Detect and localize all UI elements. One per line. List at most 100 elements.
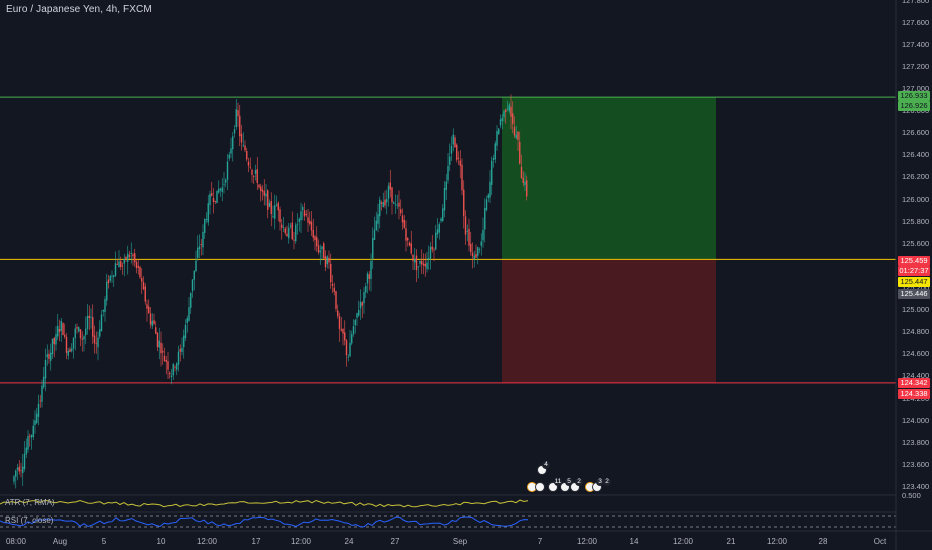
candle-body xyxy=(244,145,246,151)
candle-body xyxy=(163,355,166,361)
candle-body xyxy=(260,186,262,192)
candle-body xyxy=(302,207,304,211)
candle-body xyxy=(253,175,255,177)
candle-body xyxy=(300,211,302,221)
rsi-line xyxy=(0,516,529,528)
candle-body xyxy=(39,400,41,402)
candle-body xyxy=(405,228,407,241)
candle-body xyxy=(515,134,517,139)
time-tick-label: 12:00 xyxy=(672,537,694,546)
candle-body xyxy=(403,219,405,228)
candle-body xyxy=(90,316,92,318)
candle-body xyxy=(239,115,241,137)
candle-body xyxy=(267,190,269,210)
candle-body xyxy=(225,179,227,183)
candle-body xyxy=(144,286,146,302)
candle-body xyxy=(27,436,29,450)
candle-body xyxy=(214,200,216,202)
candle-body xyxy=(482,229,484,241)
stop-badge: 124.342 xyxy=(898,378,930,388)
candle-body xyxy=(389,182,391,190)
price-tick-label: 126.600 xyxy=(902,128,930,138)
price-tick-label: 127.800 xyxy=(902,0,930,5)
candle-body xyxy=(88,315,90,319)
candle-body xyxy=(333,287,335,292)
candle-body xyxy=(499,119,502,126)
time-tick-label: 12:00 xyxy=(290,537,312,546)
candle-body xyxy=(317,245,320,253)
rsi-label[interactable]: RSI (7, close) xyxy=(5,516,54,525)
candle-body xyxy=(510,106,512,117)
candle-body xyxy=(81,338,83,340)
candle-body xyxy=(478,248,481,250)
candle-body xyxy=(218,188,220,193)
loss-zone[interactable] xyxy=(502,259,716,383)
candle-body xyxy=(167,361,169,370)
candle-body xyxy=(275,204,278,206)
candle-body xyxy=(71,348,73,352)
candle-body xyxy=(34,420,36,426)
candle-body xyxy=(505,109,507,112)
candle-body xyxy=(16,467,19,470)
candle-body xyxy=(181,347,183,352)
event-flag-icon[interactable] xyxy=(548,482,558,492)
candle-body xyxy=(401,215,404,223)
candle-body xyxy=(366,273,369,284)
candle-body xyxy=(281,224,283,228)
candle-body xyxy=(65,336,68,353)
gray-price-badge: 125.446 xyxy=(898,289,930,299)
event-flag-icon[interactable] xyxy=(535,482,545,492)
candle-body xyxy=(445,181,447,190)
candle-body xyxy=(452,134,454,145)
candle-body xyxy=(484,207,486,230)
candle-body xyxy=(18,466,20,472)
candle-body xyxy=(438,224,440,233)
candle-body xyxy=(387,185,390,199)
time-tick-label: 12:00 xyxy=(766,537,788,546)
candle-body xyxy=(361,302,363,306)
candle-body xyxy=(107,279,110,284)
candle-body xyxy=(296,223,299,225)
candle-body xyxy=(41,385,43,402)
candle-body xyxy=(492,158,495,161)
profit-zone[interactable] xyxy=(502,97,716,260)
candle-body xyxy=(53,338,55,345)
candle-body xyxy=(172,364,174,376)
candle-body xyxy=(37,403,40,417)
candle-body xyxy=(380,202,383,204)
candle-body xyxy=(216,190,218,204)
candle-body xyxy=(461,164,463,191)
candle-body xyxy=(429,246,432,259)
time-tick-label: 7 xyxy=(537,537,543,546)
symbol-title[interactable]: Euro / Japanese Yen, 4h, FXCM xyxy=(6,4,152,15)
candle-body xyxy=(219,188,222,191)
candle-body xyxy=(123,258,125,264)
candle-body xyxy=(114,263,117,276)
atr-label[interactable]: ATR (7, RMA) xyxy=(5,498,55,507)
candle-body xyxy=(79,329,82,339)
candle-body xyxy=(104,299,106,312)
candle-body xyxy=(197,247,199,258)
price-tick-label: 127.000 xyxy=(902,84,930,93)
time-tick-label: Oct xyxy=(873,537,887,546)
event-count: 2 xyxy=(575,478,583,486)
price-tick-label: 127.200 xyxy=(902,61,930,71)
candle-body xyxy=(174,366,176,368)
time-tick-label: Sep xyxy=(452,537,468,546)
candle-body xyxy=(125,256,127,260)
candle-body xyxy=(321,246,323,250)
atr-line xyxy=(0,499,529,508)
candle-body xyxy=(274,205,276,219)
candle-body xyxy=(170,375,173,378)
candle-body xyxy=(351,334,353,344)
candle-body xyxy=(57,325,59,337)
candle-body xyxy=(186,318,188,323)
candle-body xyxy=(459,160,461,166)
candle-body xyxy=(335,291,337,309)
candle-body xyxy=(323,243,325,259)
candle-body xyxy=(326,256,328,265)
price-tick-label: 123.800 xyxy=(902,437,930,447)
candle-body xyxy=(141,278,143,282)
candlestick-series xyxy=(13,94,528,489)
